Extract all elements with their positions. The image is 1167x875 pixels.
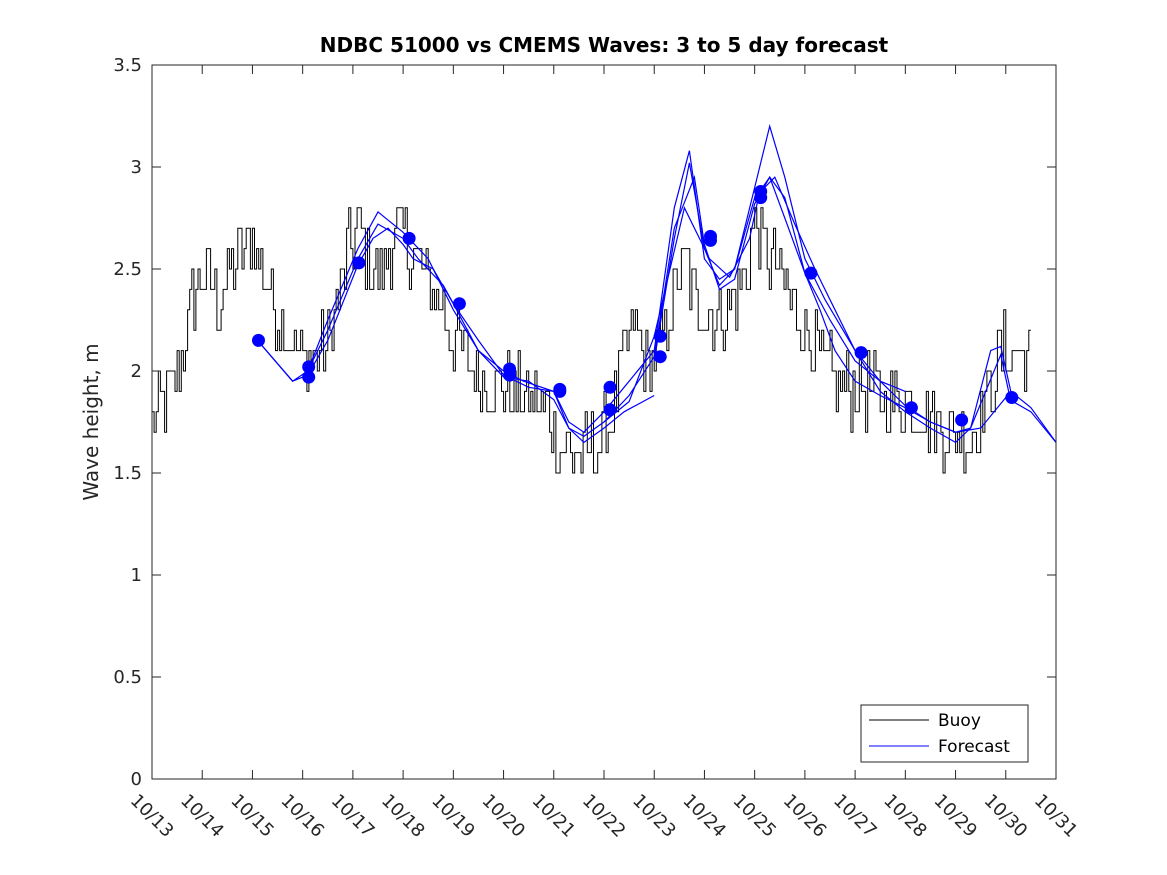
y-tick-label: 3 <box>131 157 142 178</box>
chart-title: NDBC 51000 vs CMEMS Waves: 3 to 5 day fo… <box>320 33 889 57</box>
buoy-series-line <box>152 207 1031 474</box>
y-tick-label: 1 <box>131 565 142 586</box>
forecast-marker <box>553 384 567 398</box>
forecast-marker <box>653 329 667 343</box>
forecast-marker <box>302 370 316 384</box>
legend-box <box>860 704 1029 763</box>
forecast-marker <box>904 401 918 415</box>
y-tick-label: 0 <box>131 769 142 790</box>
y-tick-label: 2.5 <box>113 259 142 280</box>
forecast-marker <box>352 256 366 270</box>
forecast-marker <box>603 380 617 394</box>
forecast-marker <box>302 360 316 374</box>
legend-forecast-label: Forecast <box>938 737 1010 757</box>
y-tick-label: 0.5 <box>113 667 142 688</box>
y-tick-label: 2 <box>131 361 142 382</box>
forecast-marker <box>854 346 868 360</box>
series-layer <box>152 123 1057 474</box>
forecast-marker <box>804 266 818 280</box>
forecast-marker <box>402 231 416 245</box>
forecast-series-line <box>307 123 1057 444</box>
forecast-marker <box>603 403 617 417</box>
forecast-marker <box>955 413 969 427</box>
forecast-marker <box>754 191 768 205</box>
forecast-marker <box>252 333 265 347</box>
forecast-marker <box>704 233 717 247</box>
forecast-series-line <box>603 174 1012 433</box>
marker-layer <box>252 185 1019 427</box>
legend: Buoy Forecast <box>860 704 1029 763</box>
y-tick-label: 1.5 <box>113 463 142 484</box>
forecast-marker <box>653 350 667 364</box>
y-axis-label: Wave height, m <box>79 343 103 500</box>
y-tick-label: 3.5 <box>113 55 142 76</box>
forecast-marker <box>1005 391 1019 404</box>
legend-buoy-label: Buoy <box>938 711 981 731</box>
forecast-marker <box>503 368 517 382</box>
forecast-marker <box>452 297 466 311</box>
